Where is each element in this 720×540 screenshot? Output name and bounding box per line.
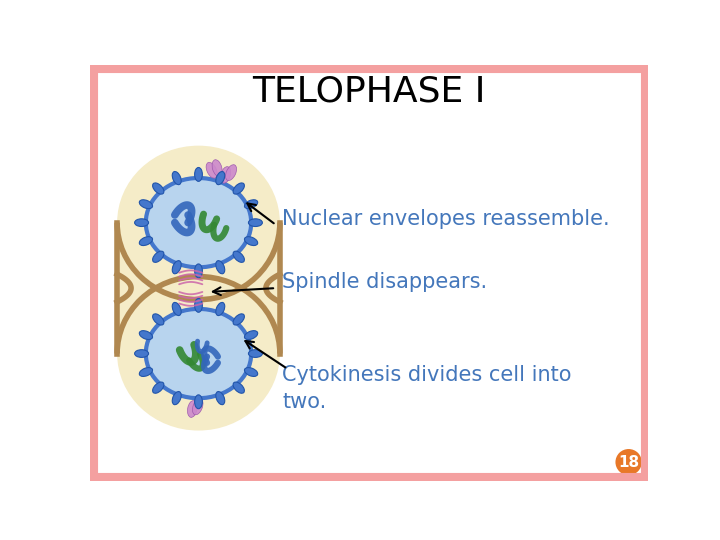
Ellipse shape [212,160,222,176]
Ellipse shape [135,350,148,357]
Ellipse shape [172,261,181,274]
Ellipse shape [153,314,164,325]
Ellipse shape [233,251,244,262]
Text: TELOPHASE I: TELOPHASE I [252,75,486,109]
Ellipse shape [225,165,237,180]
Ellipse shape [153,251,164,262]
Ellipse shape [139,237,153,246]
Ellipse shape [139,330,153,340]
Ellipse shape [194,264,202,278]
Ellipse shape [216,172,225,185]
Ellipse shape [245,200,258,208]
Text: Spindle disappears.: Spindle disappears. [282,272,487,292]
Circle shape [616,449,642,475]
Ellipse shape [139,200,153,208]
Ellipse shape [117,276,280,430]
Ellipse shape [172,302,181,315]
Ellipse shape [220,167,230,183]
Ellipse shape [145,178,251,267]
Text: Nuclear envelopes reassemble.: Nuclear envelopes reassemble. [282,209,610,229]
Ellipse shape [194,167,202,181]
Ellipse shape [248,350,262,357]
Text: 18: 18 [618,455,639,470]
Ellipse shape [153,183,164,194]
Ellipse shape [194,299,202,312]
Ellipse shape [245,330,258,340]
Ellipse shape [216,392,225,404]
Ellipse shape [172,172,181,185]
Ellipse shape [216,302,225,315]
Ellipse shape [248,219,262,226]
Ellipse shape [117,146,280,300]
Ellipse shape [233,314,244,325]
Ellipse shape [233,183,244,194]
Ellipse shape [153,382,164,393]
Ellipse shape [216,261,225,274]
Ellipse shape [135,219,148,226]
Text: Cytokinesis divides cell into
two.: Cytokinesis divides cell into two. [282,365,572,411]
Ellipse shape [194,395,202,409]
Ellipse shape [172,392,181,404]
Ellipse shape [192,399,203,415]
Ellipse shape [233,382,244,393]
Ellipse shape [187,401,197,417]
Ellipse shape [245,237,258,246]
Ellipse shape [206,163,217,178]
Bar [117,222,280,354]
Ellipse shape [139,368,153,376]
Ellipse shape [145,309,251,398]
Ellipse shape [245,368,258,376]
